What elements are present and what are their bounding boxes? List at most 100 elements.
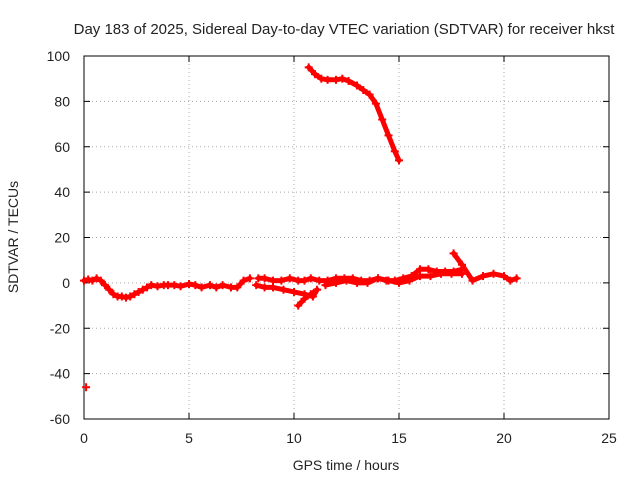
tick-labels: 0 5 10 15 20 25 -60 -40 -20 0 20 40 60 80 100 [47,48,617,446]
data-point [290,287,298,296]
data-point [191,281,200,290]
data-point [304,63,313,72]
data-point [206,281,214,290]
data-point [311,70,319,79]
data-point [153,282,162,291]
data-point [185,280,193,289]
data-point [285,274,294,283]
data-point [363,278,372,287]
data-point [416,272,424,281]
data-point [96,276,105,285]
data-point [321,281,330,290]
data-point [88,276,97,285]
data-point [447,269,456,278]
data-point [384,276,393,285]
x-tick-label: 5 [185,430,193,446]
data-point [374,274,382,283]
data-point [138,285,147,294]
data-point [353,278,361,287]
x-tick-label: 15 [391,430,407,446]
data-point [306,290,315,299]
data-point [317,74,326,83]
data-point [384,131,393,140]
x-tick-label: 10 [286,430,302,446]
y-tick-label: 0 [62,275,70,291]
data-point [306,274,315,283]
y-tick-label: 40 [54,184,70,200]
y-tick-label: -40 [50,366,70,382]
data-point [80,276,88,285]
x-tick-label: 20 [496,430,512,446]
data-point [378,115,387,124]
data-points [80,63,521,392]
series-low-elevation-track-a [80,274,254,302]
data-point [437,269,445,278]
series-low-elevation-track-c [252,281,322,310]
data-point [371,99,380,108]
data-point [353,81,361,90]
y-tick-label: 20 [54,230,70,246]
data-point [176,282,185,291]
data-point [315,276,324,285]
data-point [294,301,303,310]
x-tick-label: 25 [601,430,617,446]
data-point [84,275,93,284]
data-point [134,287,143,296]
data-point [458,269,466,278]
data-point [416,265,424,274]
data-point [395,278,403,287]
data-point [279,285,288,294]
data-point [170,281,179,290]
series-outlier [82,383,91,392]
data-point [101,281,109,290]
data-point [313,285,322,294]
data-point [197,283,206,292]
grid [84,56,609,419]
series-high-track [304,63,403,165]
data-point [260,283,269,292]
y-tick-label: 100 [47,48,71,64]
data-point [218,281,227,290]
data-point [212,283,221,292]
ticks [83,55,610,420]
data-point [147,281,156,290]
data-point [245,274,254,283]
data-point [143,283,151,292]
data-point [489,269,498,278]
x-axis-label: GPS time / hours [293,457,400,473]
y-tick-label: 60 [54,139,70,155]
plot-frame [83,55,610,420]
y-tick-label: -20 [50,320,70,336]
data-point [424,265,433,274]
data-point [344,76,353,85]
data-point [332,278,340,287]
data-point [252,281,261,290]
data-point [260,274,269,283]
data-point [269,283,277,292]
data-point [269,276,277,285]
data-point [323,75,332,84]
y-axis-label: SDTVAR / TECUs [5,181,21,293]
data-point [126,292,135,301]
series-low-elevation-track-e [449,249,521,285]
data-point [512,274,521,283]
data-point [426,272,435,281]
data-point [405,276,414,285]
data-point [365,90,374,99]
data-point [458,260,466,269]
data-point [359,86,368,95]
data-point [277,276,286,285]
data-point [300,276,309,285]
data-point [82,383,91,392]
data-point [300,294,309,303]
data-point [109,290,118,299]
data-point [506,276,515,285]
data-point [105,285,114,294]
data-point [338,74,347,83]
data-point [342,276,351,285]
y-tick-label: -60 [50,411,70,427]
data-point [332,75,340,84]
chart-title: Day 183 of 2025, Sidereal Day-to-day VTE… [74,21,616,38]
data-point [500,272,508,281]
